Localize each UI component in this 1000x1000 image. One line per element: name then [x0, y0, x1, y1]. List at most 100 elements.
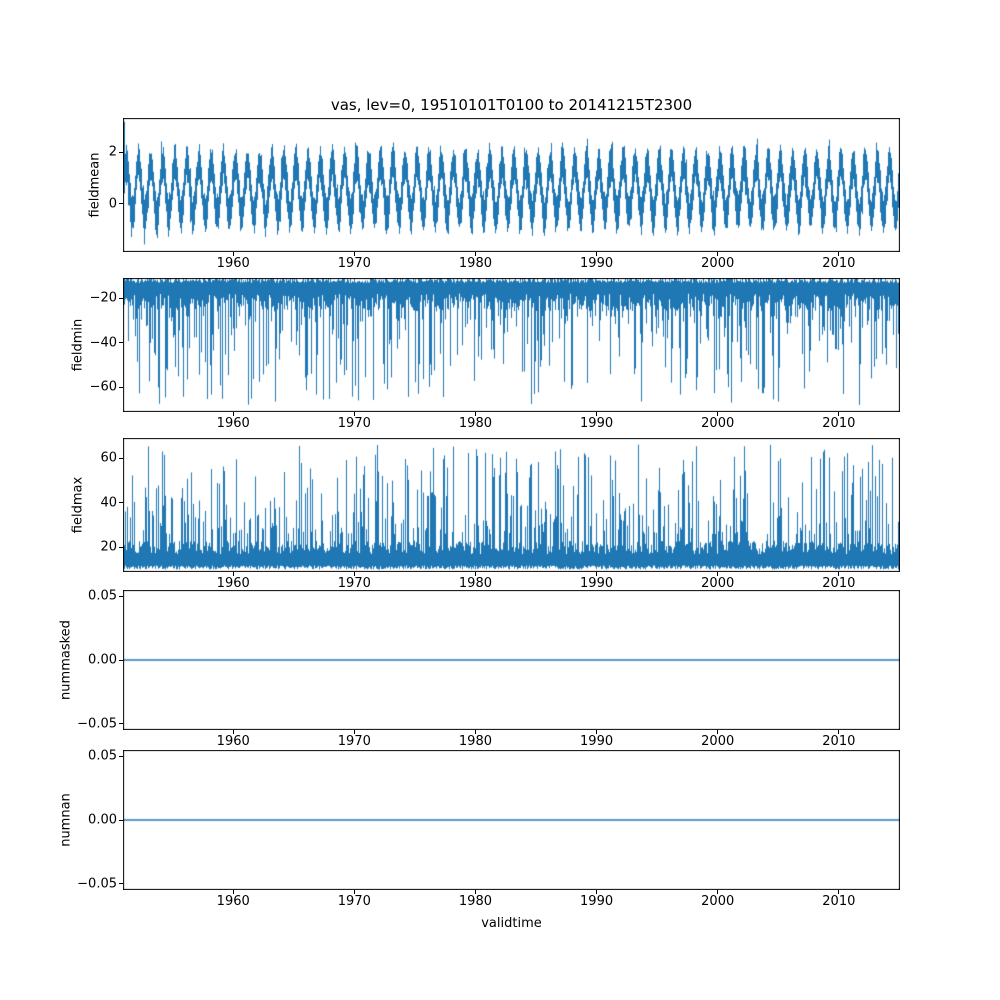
x-tick-label: 2010	[822, 734, 856, 749]
x-tick-mark	[474, 252, 476, 256]
x-tick-mark	[353, 730, 355, 734]
y-tick-label: 0.00	[88, 652, 117, 668]
y-tick-label: −0.05	[77, 716, 117, 732]
x-tick-label: 1980	[458, 416, 492, 431]
y-tick-mark	[119, 546, 123, 548]
x-tick-label: 1960	[216, 256, 250, 271]
x-tick-label: 2000	[701, 894, 735, 909]
x-tick-label: 1960	[216, 734, 250, 749]
x-tick-label: 1980	[458, 576, 492, 591]
y-tick-label: −0.05	[77, 876, 117, 892]
x-tick-mark	[474, 890, 476, 894]
x-tick-mark	[232, 572, 234, 576]
fieldmax-series-canvas	[123, 438, 900, 572]
x-tick-mark	[232, 730, 234, 734]
numnan-series-canvas	[123, 750, 900, 890]
y-tick-label: 0.00	[88, 812, 117, 828]
x-tick-mark	[474, 730, 476, 734]
x-tick-label: 1970	[337, 894, 371, 909]
x-tick-label: 1960	[216, 416, 250, 431]
y-axis-label-fieldmean: fieldmean	[87, 152, 103, 218]
y-axis-label-fieldmax: fieldmax	[70, 476, 86, 534]
figure-title: vas, lev=0, 19510101T0100 to 20141215T23…	[330, 96, 693, 114]
x-axis-label: validtime	[481, 916, 542, 931]
y-tick-mark	[119, 151, 123, 153]
y-tick-mark	[119, 502, 123, 504]
subplot-numnan: numnan 1960 1970 1980 1990 2000 2010 0.05 0.00 −…	[59, 749, 900, 909]
y-tick-mark	[119, 457, 123, 459]
x-tick-mark	[596, 890, 598, 894]
x-tick-label: 1970	[337, 416, 371, 431]
x-tick-mark	[353, 572, 355, 576]
x-tick-mark	[353, 252, 355, 256]
nummasked-series-canvas	[123, 590, 900, 730]
x-tick-mark	[232, 252, 234, 256]
y-tick-label: 40	[100, 495, 117, 511]
x-tick-mark	[353, 890, 355, 894]
x-tick-label: 1990	[580, 416, 614, 431]
y-tick-label: 0.05	[88, 588, 117, 604]
x-tick-mark	[717, 890, 719, 894]
subplot-nummasked: nummasked 1960 1970 1980 1990 2000 2010 0.05 0.…	[59, 589, 900, 749]
y-tick-mark	[119, 595, 123, 597]
subplot-fieldmax: fieldmax 1960 1970 1980 1990 2000 2010 60 40 20	[71, 438, 900, 591]
y-tick-mark	[119, 723, 123, 725]
y-tick-label: 0	[108, 196, 117, 211]
x-tick-label: 1970	[337, 256, 371, 271]
x-tick-label: 2010	[822, 576, 856, 591]
y-tick-label: 2	[108, 144, 117, 160]
x-tick-label: 2000	[701, 576, 735, 591]
x-tick-mark	[717, 252, 719, 256]
x-tick-label: 1980	[458, 734, 492, 749]
x-tick-label: 2010	[822, 894, 856, 909]
x-tick-mark	[596, 252, 598, 256]
x-tick-label: 2010	[822, 416, 856, 431]
x-tick-mark	[838, 890, 840, 894]
x-tick-mark	[717, 572, 719, 576]
y-axis-label-numnan: numnan	[58, 793, 74, 847]
x-tick-label: 1980	[458, 894, 492, 909]
y-tick-label: 60	[100, 450, 117, 466]
x-tick-mark	[838, 252, 840, 256]
x-tick-mark	[717, 730, 719, 734]
x-tick-label: 2000	[701, 734, 735, 749]
x-tick-mark	[838, 412, 840, 416]
y-tick-label: −20	[89, 290, 117, 306]
x-tick-label: 1980	[458, 256, 492, 271]
y-tick-mark	[119, 755, 123, 757]
fieldmin-series-canvas	[123, 278, 900, 412]
x-tick-mark	[596, 730, 598, 734]
x-tick-mark	[596, 412, 598, 416]
x-tick-label: 1960	[216, 894, 250, 909]
y-axis-label-fieldmin: fieldmin	[70, 318, 86, 372]
x-tick-mark	[838, 730, 840, 734]
y-tick-mark	[119, 297, 123, 299]
fieldmean-series-canvas	[123, 118, 900, 252]
x-tick-label: 2010	[822, 256, 856, 271]
y-tick-mark	[119, 883, 123, 885]
y-tick-mark	[119, 203, 123, 204]
x-tick-label: 1970	[337, 576, 371, 591]
x-tick-label: 2000	[701, 416, 735, 431]
y-tick-label: 0.05	[88, 748, 117, 764]
x-tick-mark	[717, 412, 719, 416]
x-tick-mark	[353, 412, 355, 416]
x-tick-mark	[596, 572, 598, 576]
y-tick-mark	[119, 342, 123, 344]
y-tick-label: 20	[100, 539, 117, 555]
x-tick-label: 2000	[701, 256, 735, 271]
y-axis-label-nummasked: nummasked	[58, 620, 74, 700]
x-tick-label: 1960	[216, 576, 250, 591]
x-tick-mark	[232, 890, 234, 894]
subplot-fieldmin: fieldmin 1960 1970 1980 1990 2000 2010 −20 −40 −…	[71, 278, 900, 431]
y-tick-mark	[119, 386, 123, 388]
x-tick-label: 1970	[337, 734, 371, 749]
y-tick-label: −40	[89, 335, 117, 351]
x-tick-label: 1990	[580, 256, 614, 271]
x-tick-mark	[232, 412, 234, 416]
x-tick-mark	[474, 572, 476, 576]
y-tick-mark	[119, 819, 123, 821]
y-tick-mark	[119, 659, 123, 661]
x-tick-label: 1990	[580, 576, 614, 591]
